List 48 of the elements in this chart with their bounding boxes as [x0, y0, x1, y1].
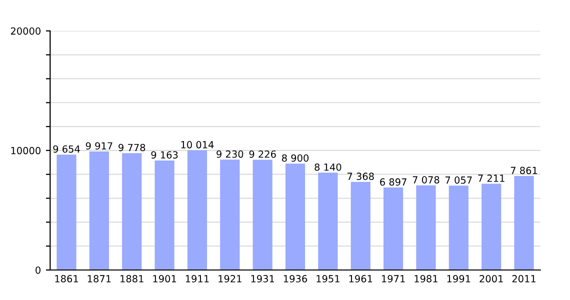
- x-tick-label: 1961: [349, 275, 372, 282]
- bar: [285, 164, 306, 270]
- x-tick-label: 1911: [186, 275, 209, 282]
- data-label: 9 163: [151, 151, 178, 159]
- data-label: 9 654: [53, 145, 80, 153]
- data-label: 7 368: [348, 172, 374, 180]
- x-tick-label: 2001: [480, 275, 503, 282]
- data-label: 8 900: [282, 154, 309, 162]
- bar: [514, 176, 534, 270]
- data-label: 7 861: [510, 166, 538, 174]
- bar: [187, 150, 208, 270]
- data-label: 7 078: [412, 176, 440, 184]
- bar: [350, 182, 370, 270]
- x-tick-label: 1861: [55, 275, 78, 282]
- x-tick-label: 1931: [251, 275, 274, 282]
- y-tick-label: 0: [36, 266, 40, 274]
- data-label: 7 211: [478, 174, 504, 182]
- data-label: 9 778: [118, 144, 146, 152]
- data-label: 9 917: [86, 142, 112, 150]
- data-label: 6 897: [380, 178, 406, 186]
- data-label: 8 140: [314, 163, 342, 171]
- x-tick-label: 1881: [120, 275, 144, 282]
- y-tick-label: 10000: [11, 146, 40, 154]
- x-tick-label: 1991: [447, 275, 470, 282]
- bar: [252, 160, 272, 270]
- x-tick-label: 1951: [316, 275, 340, 282]
- bar: [154, 160, 174, 270]
- data-label: 7 057: [446, 176, 472, 184]
- x-tick-label: 1901: [153, 275, 176, 282]
- x-tick-label: 1981: [414, 275, 438, 282]
- bar: [482, 184, 502, 270]
- bar: [448, 186, 468, 270]
- data-label: 9 230: [216, 150, 244, 158]
- x-tick-label: 2011: [512, 275, 536, 282]
- bar: [220, 160, 240, 270]
- x-tick-label: 1971: [382, 275, 405, 282]
- bar: [89, 151, 109, 270]
- data-label: 9 226: [249, 150, 276, 158]
- x-tick-label: 1871: [88, 275, 111, 282]
- bar: [383, 188, 404, 270]
- y-tick-label: 20000: [10, 27, 40, 35]
- bar: [416, 185, 436, 270]
- x-tick-label: 1936: [284, 275, 308, 282]
- bar: [122, 153, 142, 270]
- bar: [56, 154, 76, 270]
- data-label: 10 014: [181, 141, 214, 148]
- bar: [318, 172, 338, 270]
- x-tick-label: 1921: [218, 275, 242, 282]
